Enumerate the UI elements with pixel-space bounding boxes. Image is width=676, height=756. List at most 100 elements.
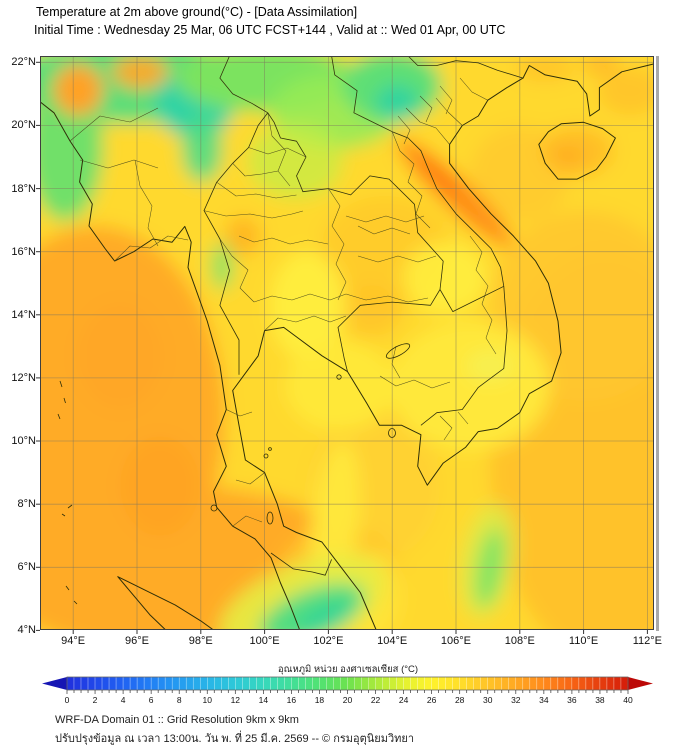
colorbar-segment (326, 676, 334, 691)
colorbar-segment (136, 676, 145, 691)
colorbar-segment (291, 676, 299, 691)
colorbar-segment (613, 676, 622, 691)
footer-domain-info: WRF-DA Domain 01 :: Grid Resolution 9km … (55, 714, 299, 726)
colorbar-segment (256, 676, 264, 691)
colorbar-segment (207, 676, 215, 691)
colorbar-segment (515, 676, 524, 691)
y-tick-label: 18°N (11, 182, 36, 195)
colorbar-segment (452, 676, 460, 691)
colorbar-segment (494, 676, 503, 691)
colorbar-over-arrow (628, 677, 653, 690)
colorbar-segment (459, 676, 467, 691)
colorbar-tick-label: 18 (315, 695, 325, 705)
colorbar-segment (564, 676, 573, 691)
colorbar-segment (80, 676, 89, 691)
colorbar-segment (375, 676, 383, 691)
colorbar-segment (157, 676, 166, 691)
colorbar-segment (319, 676, 327, 691)
colorbar-segment (185, 676, 194, 691)
colorbar-segment (361, 676, 369, 691)
x-tick-label: 94°E (61, 635, 86, 647)
colorbar-segment (284, 676, 292, 691)
x-tick-label: 110°E (568, 635, 599, 647)
plot-right-shadow (656, 56, 659, 631)
colorbar-segment (550, 676, 559, 691)
colorbar-segment (599, 676, 608, 691)
colorbar-segment (620, 676, 629, 691)
y-tick-label: 14°N (11, 308, 36, 321)
x-tick-label: 98°E (188, 635, 213, 647)
colorbar-tick-label: 8 (177, 695, 182, 705)
colorbar-segment (115, 676, 124, 691)
x-tick-label: 96°E (124, 635, 149, 647)
colorbar-segment (578, 676, 587, 691)
map-plot-area (40, 56, 654, 630)
x-tick-label: 104°E (377, 635, 408, 647)
y-tick-label: 8°N (17, 498, 36, 511)
colorbar-segment (66, 676, 75, 691)
y-tick-label: 22°N (11, 56, 36, 69)
colorbar-tick-label: 26 (427, 695, 437, 705)
colorbar-segment (298, 676, 306, 691)
colorbar-tick-label: 14 (259, 695, 269, 705)
temperature-map-canvas (40, 56, 654, 630)
colorbar-segment (389, 676, 397, 691)
colorbar-segment (242, 676, 250, 691)
colorbar-segment (382, 676, 390, 691)
y-tick-label: 20°N (11, 119, 36, 132)
colorbar-segment (221, 676, 229, 691)
province-borders (69, 77, 497, 527)
colorbar-segment (171, 676, 180, 691)
colorbar-segment (403, 676, 411, 691)
colorbar-segment (143, 676, 152, 691)
colorbar-tick-label: 12 (231, 695, 241, 705)
colorbar-segment (101, 676, 110, 691)
colorbar-segment (270, 676, 278, 691)
colorbar-segment (333, 676, 341, 691)
colorbar-segment (164, 676, 173, 691)
coastline-borders (40, 63, 654, 630)
footer-update-info: ปรับปรุงข้อมูล ณ เวลา 13:00น. วัน พ. ที่… (55, 733, 415, 745)
colorbar: 0 2 4 6 8 10 12 14 16 18 20 22 24 26 28 30 32 34 36 38 40 (42, 676, 653, 705)
y-tick-label: 10°N (11, 435, 36, 448)
y-tick-label: 6°N (17, 561, 36, 574)
colorbar-tick-label: 6 (149, 695, 154, 705)
colorbar-segment (396, 676, 404, 691)
colorbar-segment (108, 676, 117, 691)
colorbar-segment (571, 676, 580, 691)
y-tick-label: 16°N (11, 245, 36, 258)
colorbar-segment (312, 676, 320, 691)
colorbar-segment (340, 676, 348, 691)
colorbar-segment (543, 676, 552, 691)
colorbar-segment (228, 676, 236, 691)
plot-frame (40, 56, 654, 630)
colorbar-segment (508, 676, 517, 691)
colorbar-segment (192, 676, 201, 691)
x-tick-label: 100°E (249, 635, 280, 647)
colorbar-segment (487, 676, 496, 691)
colorbar-segment (214, 676, 222, 691)
colorbar-segment (129, 676, 138, 691)
colorbar-tick-label: 30 (483, 695, 493, 705)
colorbar-segment (347, 676, 355, 691)
colorbar-tick-label: 24 (399, 695, 409, 705)
colorbar-segment (199, 676, 208, 691)
colorbar-segment (606, 676, 615, 691)
colorbar-tick-label: 0 (65, 695, 70, 705)
colorbar-tick-label: 34 (539, 695, 549, 705)
y-tick-label: 12°N (11, 371, 36, 384)
colorbar-segment (410, 676, 418, 691)
colorbar-segment (557, 676, 566, 691)
colorbar-segment (249, 676, 257, 691)
colorbar-segment (466, 676, 474, 691)
colorbar-under-arrow (42, 677, 67, 690)
colorbar-segment (522, 676, 531, 691)
x-tick-label: 106°E (440, 635, 472, 647)
colorbar-segment (122, 676, 131, 691)
colorbar-tick-label: 4 (121, 695, 126, 705)
colorbar-segment (277, 676, 285, 691)
colorbar-tick-label: 28 (455, 695, 465, 705)
colorbar-tick-label: 16 (287, 695, 297, 705)
colorbar-segment (94, 676, 103, 691)
